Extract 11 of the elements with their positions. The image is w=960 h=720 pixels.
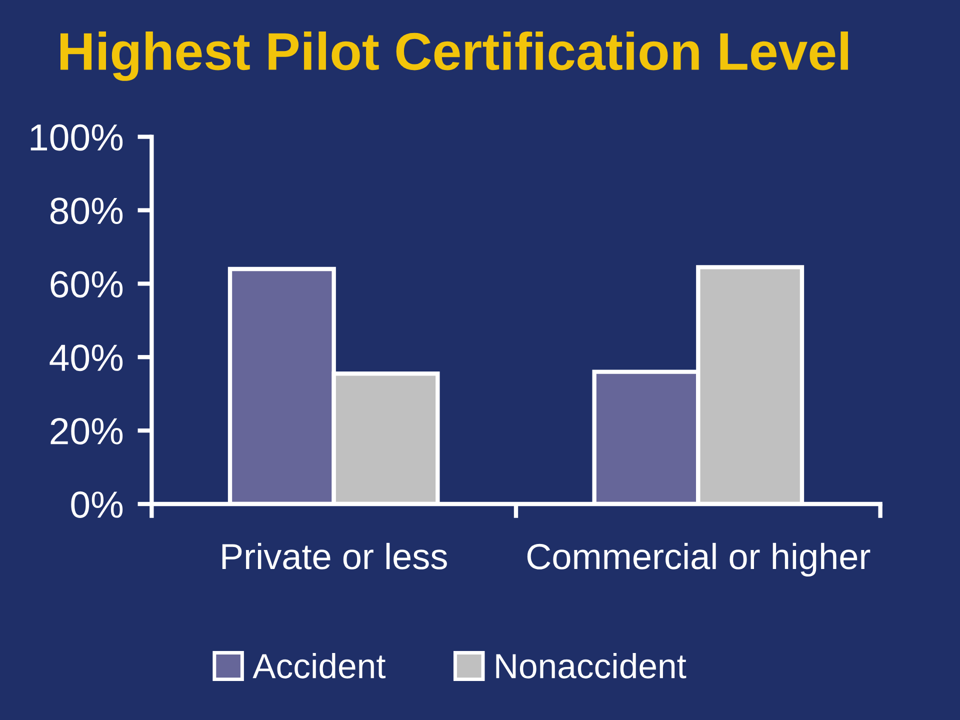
x-tick-label: Commercial or higher <box>527 542 870 577</box>
y-tick-label: 60% <box>50 271 123 298</box>
y-tick-label: 80% <box>50 198 123 224</box>
chart-title: Highest Pilot Certification Level <box>60 31 848 81</box>
legend-label: Accident <box>252 652 386 678</box>
y-tick-label: 40% <box>50 344 123 372</box>
y-tick-label: 20% <box>50 418 123 445</box>
y-tick-label: 100% <box>30 124 123 151</box>
y-tick-label: 0% <box>71 491 123 518</box>
x-tick-label: Private or less <box>222 542 447 570</box>
legend-label: Nonaccident <box>496 652 686 678</box>
